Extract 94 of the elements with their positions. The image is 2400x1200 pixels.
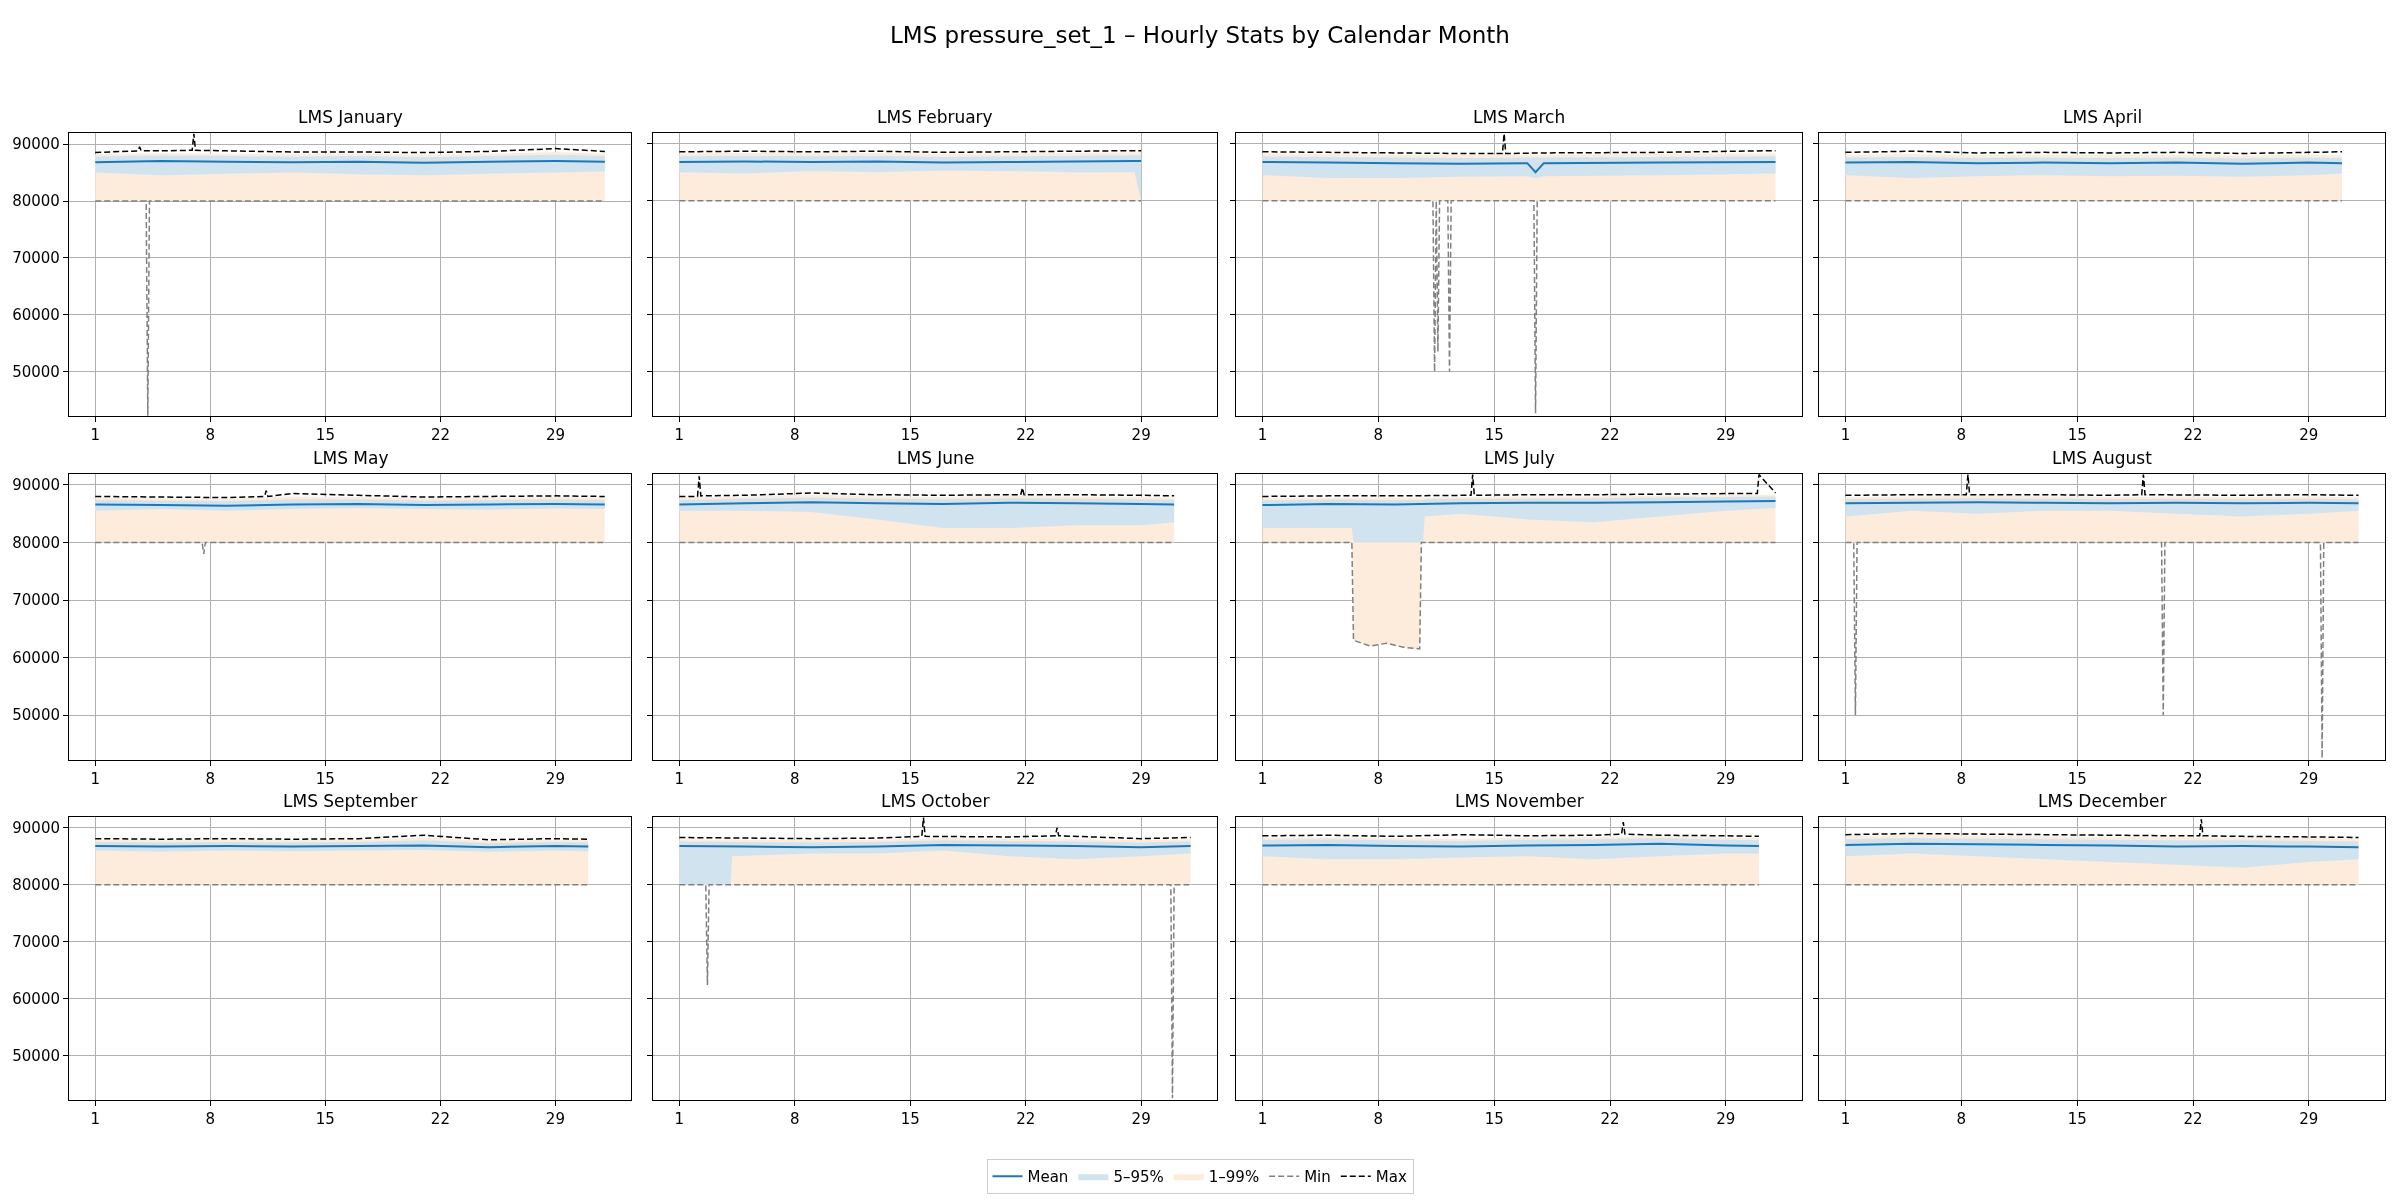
legend-label: 1–99% bbox=[1208, 1168, 1260, 1187]
y-tick-label: 90000 bbox=[12, 476, 60, 495]
x-tick-label: 8 bbox=[789, 426, 800, 445]
text: LMS pressure_set_1 – Hourly Stats by Calendar Month bbox=[889, 22, 1511, 48]
x-tick-label: 1 bbox=[1257, 1110, 1268, 1129]
y-tick-label: 70000 bbox=[12, 591, 60, 610]
y-tick-label: 60000 bbox=[12, 648, 60, 667]
x-tick-label: 22 bbox=[2183, 1110, 2203, 1129]
x-tick-label: 15 bbox=[315, 426, 335, 445]
x-tick-label: 8 bbox=[789, 1110, 800, 1129]
x-tick-label: 22 bbox=[1600, 1110, 1620, 1129]
y-tick-label: 50000 bbox=[12, 1047, 60, 1066]
x-tick-label: 15 bbox=[900, 426, 920, 445]
x-tick-label: 15 bbox=[900, 1110, 920, 1129]
chart-title: LMS November bbox=[1455, 791, 1584, 812]
y-tick-label: 70000 bbox=[12, 933, 60, 952]
x-tick-label: 15 bbox=[1484, 770, 1504, 788]
line-series bbox=[94, 489, 606, 499]
x-tick-label: 15 bbox=[2067, 770, 2087, 788]
x-tick-label: 15 bbox=[900, 770, 920, 788]
y-tick-label: 80000 bbox=[12, 533, 60, 552]
x-tick-label: 1 bbox=[90, 1110, 100, 1129]
chart-title: LMS October bbox=[880, 791, 990, 812]
y-tick-label: 70000 bbox=[12, 249, 60, 268]
x-tick-label: 29 bbox=[1131, 1110, 1151, 1129]
y-tick-label: 60000 bbox=[12, 990, 60, 1009]
x-tick-label: 15 bbox=[315, 1110, 335, 1129]
x-tick-label: 1 bbox=[1257, 426, 1268, 445]
x-tick-label: 22 bbox=[430, 426, 451, 445]
x-tick-label: 22 bbox=[1600, 770, 1620, 788]
chart-title: LMS May bbox=[312, 448, 389, 468]
x-tick-label: 1 bbox=[1840, 426, 1851, 445]
chart-title: LMS December bbox=[2038, 791, 2167, 812]
x-tick-label: 22 bbox=[430, 770, 450, 788]
legend-label: Mean bbox=[1027, 1168, 1069, 1187]
chart-title: LMS July bbox=[1484, 448, 1555, 468]
y-tick-label: 80000 bbox=[12, 876, 60, 895]
legend-label: Min bbox=[1304, 1168, 1331, 1187]
chart-title: LMS April bbox=[2063, 107, 2143, 128]
x-tick-label: 1 bbox=[674, 770, 684, 788]
x-tick-label: 29 bbox=[545, 770, 565, 788]
chart-title: LMS February bbox=[876, 107, 993, 128]
x-tick-label: 15 bbox=[2067, 1110, 2087, 1129]
x-tick-label: 8 bbox=[1956, 426, 1967, 445]
x-tick-label: 1 bbox=[90, 770, 100, 788]
x-tick-label: 29 bbox=[1716, 770, 1736, 788]
y-tick-label: 90000 bbox=[12, 819, 60, 838]
x-tick-label: 22 bbox=[430, 1110, 450, 1129]
x-tick-label: 8 bbox=[1373, 426, 1384, 445]
legend-label: 5–95% bbox=[1113, 1168, 1164, 1187]
x-tick-label: 15 bbox=[2067, 426, 2087, 445]
x-tick-label: 1 bbox=[1840, 1110, 1851, 1129]
x-tick-label: 29 bbox=[1716, 426, 1736, 445]
x-tick-label: 29 bbox=[2299, 770, 2319, 788]
x-tick-label: 29 bbox=[1716, 1110, 1736, 1129]
x-tick-label: 29 bbox=[546, 426, 566, 445]
x-tick-label: 22 bbox=[1015, 426, 1036, 445]
y-tick-label: 90000 bbox=[12, 135, 60, 154]
x-tick-label: 1 bbox=[1840, 770, 1851, 788]
x-tick-label: 15 bbox=[1484, 426, 1504, 445]
x-tick-label: 29 bbox=[545, 1110, 565, 1129]
chart-title: LMS September bbox=[282, 791, 418, 812]
x-tick-label: 15 bbox=[315, 770, 335, 788]
y-tick-label: 60000 bbox=[12, 306, 60, 325]
x-tick-label: 22 bbox=[2183, 426, 2203, 445]
x-tick-label: 22 bbox=[1015, 1110, 1036, 1129]
x-tick-label: 8 bbox=[1956, 770, 1967, 788]
x-tick-label: 1 bbox=[1257, 770, 1268, 788]
x-tick-label: 15 bbox=[1484, 1110, 1504, 1129]
y-tick-label: 50000 bbox=[12, 706, 60, 725]
x-tick-label: 29 bbox=[2299, 426, 2319, 445]
x-tick-label: 8 bbox=[205, 770, 215, 788]
x-tick-label: 8 bbox=[1373, 1110, 1384, 1129]
x-tick-label: 29 bbox=[1131, 770, 1151, 788]
legend-label: Max bbox=[1375, 1168, 1407, 1187]
chart-title: LMS March bbox=[1473, 107, 1566, 128]
x-tick-label: 22 bbox=[1600, 426, 1620, 445]
chart-title: LMS January bbox=[298, 107, 403, 127]
x-tick-label: 22 bbox=[1015, 770, 1036, 788]
y-tick-label: 80000 bbox=[12, 192, 60, 211]
x-tick-label: 8 bbox=[789, 770, 800, 788]
chart-title: LMS June bbox=[896, 448, 975, 468]
x-tick-label: 29 bbox=[2299, 1110, 2319, 1129]
x-tick-label: 29 bbox=[1131, 426, 1151, 445]
x-tick-label: 22 bbox=[2183, 770, 2203, 788]
x-tick-label: 1 bbox=[674, 426, 684, 445]
chart-title: LMS August bbox=[2052, 448, 2153, 468]
x-tick-label: 1 bbox=[90, 426, 100, 445]
x-tick-label: 1 bbox=[674, 1110, 684, 1129]
x-tick-label: 8 bbox=[205, 426, 216, 445]
x-tick-label: 8 bbox=[1373, 770, 1384, 788]
x-tick-label: 8 bbox=[205, 1110, 215, 1129]
y-tick-label: 50000 bbox=[12, 363, 60, 382]
x-tick-label: 8 bbox=[1956, 1110, 1967, 1129]
